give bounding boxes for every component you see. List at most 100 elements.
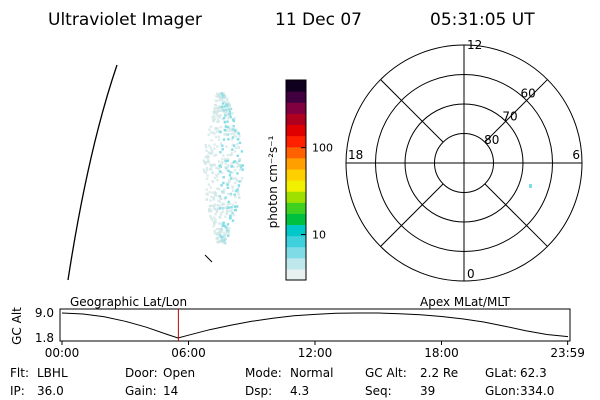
emission-pixel — [221, 236, 224, 239]
timeline-right-label: Apex MLat/MLT — [420, 295, 510, 309]
colorbar-band — [286, 135, 306, 148]
emission-pixel — [220, 105, 224, 109]
emission-pixel — [214, 192, 217, 195]
colorbar-ticks: 100 10 — [301, 142, 333, 242]
emission-pixel — [231, 148, 234, 151]
emission-pixel — [214, 213, 217, 216]
emission-pixel — [221, 144, 224, 147]
timeline-frame — [59, 308, 571, 342]
emission-pixel — [205, 177, 209, 180]
emission-pixel — [213, 232, 217, 235]
emission-pixel — [214, 112, 217, 115]
emission-pixel — [237, 184, 241, 187]
emission-pixel — [211, 180, 214, 183]
emission-pixel — [215, 173, 218, 176]
colorbar-band — [286, 146, 306, 159]
emission-pixel — [231, 112, 234, 115]
emission-pixel — [238, 158, 242, 161]
emission-pixel — [238, 159, 241, 162]
emission-pixel — [215, 130, 219, 134]
latitude-label: 80 — [484, 133, 499, 147]
emission-pixel — [217, 227, 220, 231]
emission-pixel — [234, 195, 237, 199]
status-label: Gain: — [125, 384, 157, 398]
status-label: GC Alt: — [365, 366, 407, 380]
emission-pixel — [213, 154, 216, 157]
emission-pixel — [210, 163, 214, 167]
emission-pixel — [209, 199, 212, 202]
emission-pixel — [217, 172, 220, 176]
emission-pixel — [218, 230, 221, 234]
emission-pixel — [217, 120, 220, 123]
emission-pixel — [213, 132, 216, 135]
emission-pixel — [211, 191, 214, 194]
emission-pixel — [212, 115, 216, 118]
emission-pixel — [212, 118, 215, 121]
emission-pixel — [223, 121, 227, 124]
emission-pixel — [230, 165, 233, 168]
emission-pixel — [216, 240, 219, 244]
emission-pixel — [217, 199, 220, 202]
emission-pixel — [204, 156, 207, 159]
emission-pixel — [211, 151, 214, 155]
emission-pixel — [223, 95, 227, 99]
colorbar-band — [286, 80, 306, 92]
mlt-label: 18 — [348, 148, 363, 162]
emission-pixel — [224, 111, 228, 114]
emission-pixel — [215, 110, 218, 113]
emission-pixel — [238, 141, 242, 144]
emission-pixel — [209, 125, 213, 128]
emission-pixel — [207, 210, 211, 213]
colorbar-tick-label: 10 — [312, 229, 326, 242]
emission-pixel — [233, 177, 236, 180]
emission-pixel — [226, 183, 229, 186]
emission-pixel — [212, 225, 215, 228]
emission-pixel — [235, 128, 238, 131]
emission-pixel — [210, 167, 213, 171]
emission-pixel — [213, 204, 216, 207]
status-value: 334.0 — [520, 384, 554, 398]
emission-pixel — [217, 135, 221, 138]
emission-pixel — [220, 171, 224, 175]
emission-pixel — [206, 174, 209, 177]
emission-pixel — [215, 227, 218, 231]
status-label: Flt: — [10, 366, 29, 380]
auroral-emission — [202, 92, 244, 245]
timeline-panel: Geographic Lat/Lon Apex MLat/MLT GC Alt … — [10, 295, 585, 360]
emission-pixel — [225, 133, 229, 136]
emission-pixel — [227, 209, 231, 213]
emission-pixel — [223, 132, 226, 136]
emission-pixel — [229, 127, 232, 130]
emission-pixel — [237, 185, 240, 188]
colorbar-band — [286, 257, 306, 270]
emission-pixel — [233, 193, 236, 196]
emission-pixel — [229, 193, 233, 197]
emission-pixel — [225, 168, 228, 171]
emission-pixel — [204, 162, 207, 165]
emission-pixel — [236, 188, 239, 191]
emission-pixel — [220, 222, 223, 225]
emission-pixel — [225, 97, 229, 100]
emission-pixel — [234, 201, 237, 204]
instrument-title: Ultraviolet Imager — [48, 10, 202, 30]
emission-pixel — [217, 108, 220, 111]
emission-pixel — [202, 168, 205, 171]
emission-pixel — [233, 169, 237, 172]
emission-pixel — [222, 116, 226, 120]
emission-pixel — [210, 165, 213, 168]
emission-pixel — [229, 115, 232, 119]
emission-pixel — [238, 168, 242, 171]
emission-pixel — [225, 209, 229, 213]
emission-pixel — [224, 102, 227, 105]
emission-pixel — [231, 212, 234, 216]
emission-pixel — [207, 133, 210, 137]
timeline-x-tick-label: 00:00 — [45, 346, 80, 360]
emission-pixel — [208, 168, 212, 171]
emission-pixel — [219, 196, 222, 200]
emission-pixel — [224, 206, 227, 209]
emission-pixel — [221, 190, 224, 193]
emission-pixel — [240, 177, 244, 180]
status-panel: Flt: LBHL Door: Open Mode: Normal GC Alt: 2.2 R… — [10, 366, 554, 398]
emission-pixel — [216, 204, 220, 207]
emission-pixel — [212, 206, 216, 209]
